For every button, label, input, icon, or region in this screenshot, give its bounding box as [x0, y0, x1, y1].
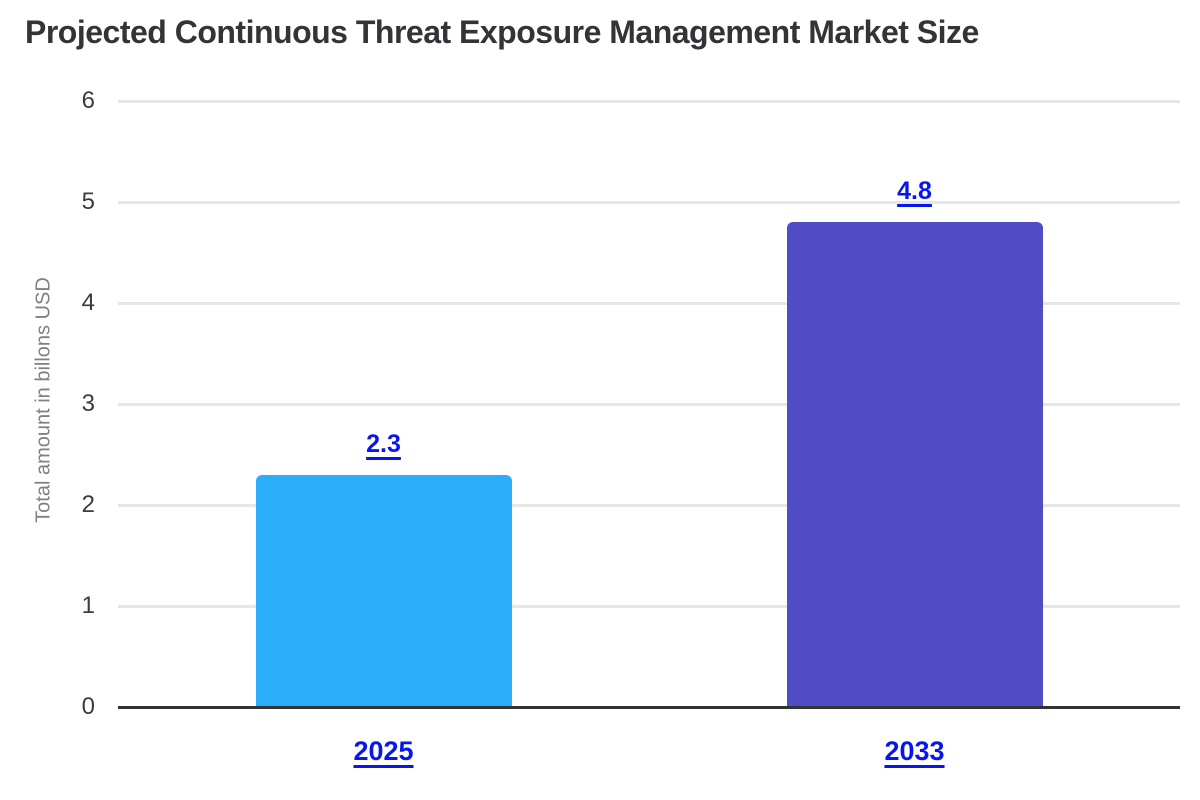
- gridline: [118, 503, 1180, 507]
- y-tick-label: 2: [81, 491, 95, 518]
- value-label-2033[interactable]: 4.8: [897, 177, 932, 206]
- gridline: [118, 301, 1180, 305]
- gridline: [118, 99, 1180, 103]
- y-tick-label: 6: [81, 87, 95, 114]
- x-tick-label-2025[interactable]: 2025: [353, 736, 414, 766]
- x-tick-label-2033[interactable]: 2033: [884, 736, 945, 766]
- gridline: [118, 402, 1180, 406]
- y-tick-label: 3: [81, 390, 95, 417]
- chart-title: Projected Continuous Threat Exposure Man…: [25, 14, 979, 50]
- bar-2025[interactable]: [255, 474, 512, 707]
- y-tick-label: 4: [81, 289, 95, 316]
- value-label-2025[interactable]: 2.3: [366, 429, 401, 458]
- y-tick-label: 0: [81, 693, 95, 720]
- x-axis-baseline: [118, 705, 1180, 709]
- gridline: [118, 604, 1180, 608]
- gridline: [118, 200, 1180, 204]
- y-tick-label: 1: [81, 592, 95, 619]
- y-tick-label: 5: [81, 188, 95, 215]
- bar-2033[interactable]: [786, 222, 1043, 707]
